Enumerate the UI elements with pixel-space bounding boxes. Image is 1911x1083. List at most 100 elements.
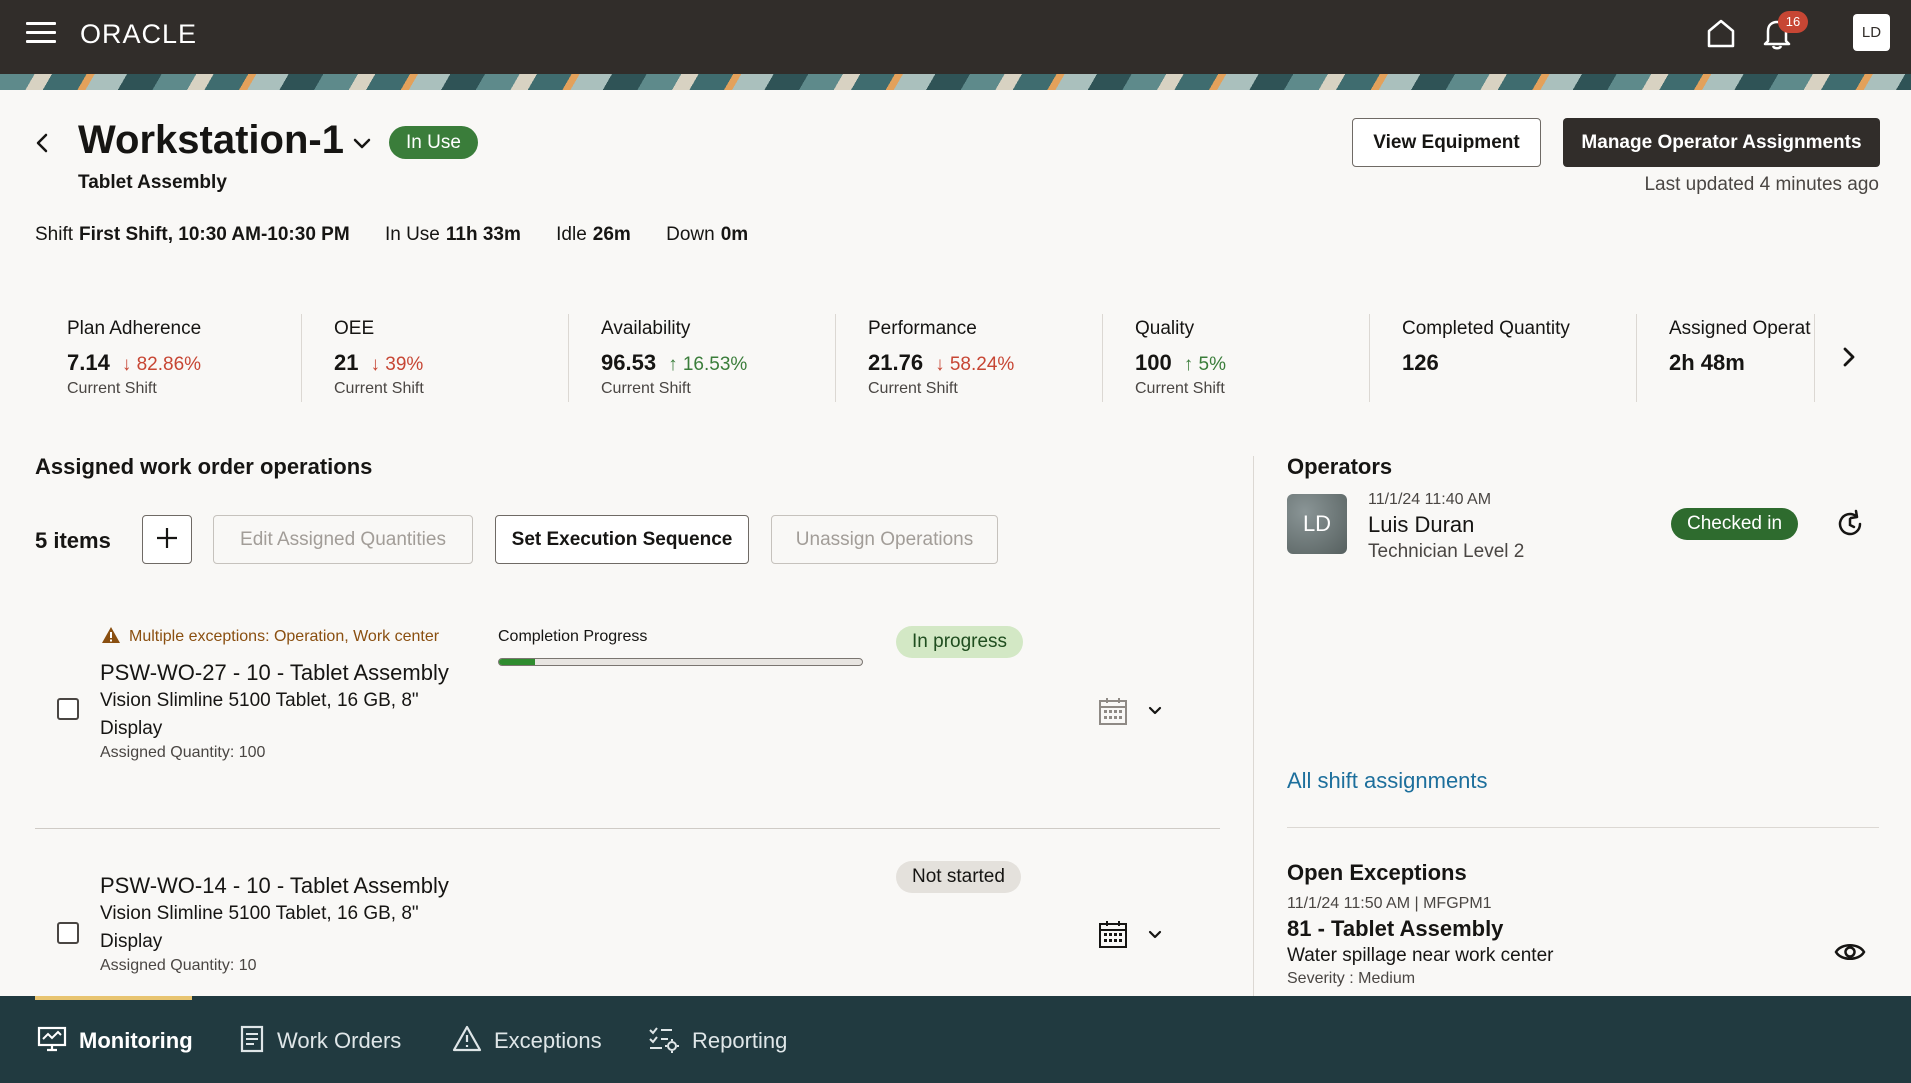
back-icon[interactable] — [28, 128, 56, 158]
checked-in-badge: Checked in — [1671, 508, 1799, 540]
exception-meta: 11/1/24 11:50 AM | MFGPM1 — [1287, 895, 1492, 912]
kpi-delta: ↓ 58.24% — [935, 354, 1015, 375]
exception-warning: Multiple exceptions: Operation, Work cen… — [101, 626, 439, 646]
oracle-logo[interactable]: ORACLE — [80, 19, 198, 49]
shift-value: First Shift, 10:30 AM-10:30 PM — [79, 224, 350, 245]
work-order-title[interactable]: PSW-WO-27 - 10 - Tablet Assembly — [100, 660, 449, 685]
kpi-period: Current Shift — [1135, 380, 1225, 397]
kpi-delta: ↓ 39% — [370, 354, 424, 375]
kpi-period: Current Shift — [334, 380, 424, 397]
status-badge: In Use — [389, 126, 478, 159]
status-badge: In progress — [896, 626, 1024, 658]
down-value: 0m — [720, 224, 749, 245]
kpi-performance[interactable]: Performance 21.76 ↓ 58.24% Current Shift — [836, 314, 1103, 402]
unassign-operations-button[interactable]: Unassign Operations — [771, 515, 998, 564]
page-title: Workstation-1 — [78, 118, 344, 162]
exception-description: Water spillage near work center — [1287, 945, 1554, 966]
report-settings-icon — [649, 1027, 679, 1053]
operator-role: Technician Level 2 — [1368, 541, 1525, 562]
eye-icon[interactable] — [1834, 938, 1866, 966]
progress-label: Completion Progress — [498, 628, 648, 645]
work-order-title[interactable]: PSW-WO-14 - 10 - Tablet Assembly — [100, 873, 449, 898]
all-shift-assignments-link[interactable]: All shift assignments — [1287, 768, 1488, 793]
kpi-label: Completed Quantity — [1402, 318, 1570, 339]
add-operation-button[interactable] — [142, 515, 192, 564]
select-checkbox[interactable] — [57, 922, 79, 944]
kpi-delta: ↑ 5% — [1183, 354, 1226, 375]
kpi-value: 21 ↓ 39% — [334, 350, 568, 376]
kpi-oee[interactable]: OEE 21 ↓ 39% Current Shift — [302, 314, 569, 402]
assigned-quantity: Assigned Quantity: 100 — [100, 744, 266, 761]
kpi-number: 21.76 — [868, 350, 924, 375]
kpi-value: 100 ↑ 5% — [1135, 350, 1369, 376]
tab-reporting[interactable]: Reporting — [648, 1024, 787, 1058]
panel-divider — [1253, 456, 1254, 996]
work-order-description: Vision Slimline 5100 Tablet, 16 GB, 8" D… — [100, 903, 419, 952]
history-icon[interactable] — [1834, 508, 1866, 540]
chevron-down-icon[interactable] — [1146, 926, 1164, 944]
kpi-assigned-operators[interactable]: Assigned Operat 2h 48m — [1637, 314, 1815, 402]
items-count: 5 items — [35, 528, 111, 553]
exception-severity: Severity : Medium — [1287, 970, 1416, 987]
kpi-label: Assigned Operat — [1669, 318, 1811, 339]
kpi-number: 7.14 — [67, 350, 110, 375]
tab-monitoring[interactable]: Monitoring — [37, 1024, 193, 1058]
status-badge: Not started — [896, 861, 1021, 893]
kpi-period: Current Shift — [868, 380, 958, 397]
kpi-availability[interactable]: Availability 96.53 ↑ 16.53% Current Shift — [569, 314, 836, 402]
kpi-label: Quality — [1135, 318, 1195, 339]
last-updated-text: Last updated 4 minutes ago — [1644, 174, 1879, 195]
kpi-delta: ↑ 16.53% — [668, 354, 748, 375]
chevron-right-icon[interactable] — [1836, 342, 1862, 372]
active-tab-indicator — [35, 996, 192, 1000]
section-divider — [1287, 827, 1879, 828]
tab-exceptions[interactable]: Exceptions — [452, 1024, 602, 1058]
kpi-number: 100 — [1135, 350, 1172, 375]
shift-label: Shift — [35, 224, 74, 245]
idle-label: Idle — [556, 224, 587, 245]
kpi-quality[interactable]: Quality 100 ↑ 5% Current Shift — [1103, 314, 1370, 402]
operator-avatar: LD — [1287, 494, 1347, 554]
bottom-navigation — [0, 996, 1911, 1083]
kpi-label: Plan Adherence — [67, 318, 202, 339]
calendar-icon[interactable] — [1098, 919, 1128, 949]
home-icon[interactable] — [1704, 16, 1738, 50]
open-exceptions-title: Open Exceptions — [1287, 860, 1467, 885]
edit-quantities-button[interactable]: Edit Assigned Quantities — [213, 515, 473, 564]
document-icon — [240, 1025, 264, 1053]
operators-title: Operators — [1287, 454, 1393, 479]
kpi-number: 96.53 — [601, 350, 657, 375]
tab-work-orders[interactable]: Work Orders — [239, 1024, 401, 1058]
kpi-plan-adherence[interactable]: Plan Adherence 7.14 ↓ 82.86% Current Shif… — [35, 314, 302, 402]
operations-section-title: Assigned work order operations — [35, 454, 373, 479]
chevron-down-icon[interactable] — [350, 132, 374, 156]
kpi-period: Current Shift — [601, 380, 691, 397]
idle-value: 26m — [592, 224, 631, 245]
kpi-strip: Plan Adherence 7.14 ↓ 82.86% Current Shif… — [35, 314, 1815, 402]
row-divider — [35, 828, 1220, 829]
calendar-icon[interactable] — [1098, 696, 1128, 726]
exception-name[interactable]: 81 - Tablet Assembly — [1287, 916, 1504, 941]
operator-name[interactable]: Luis Duran — [1368, 512, 1475, 537]
decorative-banner — [0, 74, 1911, 90]
progress-bar — [498, 658, 863, 666]
user-avatar[interactable]: LD — [1853, 14, 1890, 51]
kpi-value: 7.14 ↓ 82.86% — [67, 350, 301, 376]
kpi-number: 2h 48m — [1669, 350, 1745, 375]
menu-icon[interactable] — [26, 22, 56, 44]
kpi-label: Performance — [868, 318, 977, 339]
set-sequence-button[interactable]: Set Execution Sequence — [495, 515, 749, 564]
view-equipment-button[interactable]: View Equipment — [1352, 118, 1541, 167]
inuse-value: 11h 33m — [445, 224, 521, 245]
notification-badge: 16 — [1778, 11, 1808, 33]
manage-assignments-button[interactable]: Manage Operator Assignments — [1563, 118, 1880, 167]
kpi-value: 2h 48m — [1669, 350, 1814, 376]
kpi-number: 21 — [334, 350, 359, 375]
top-bar: ORACLE 16 LD — [0, 0, 1911, 74]
progress-fill — [499, 659, 536, 665]
down-label: Down — [666, 224, 715, 245]
kpi-delta: ↓ 82.86% — [121, 354, 202, 375]
select-checkbox[interactable] — [57, 698, 79, 720]
chevron-down-icon[interactable] — [1146, 702, 1164, 720]
kpi-completed-quantity[interactable]: Completed Quantity 126 — [1370, 314, 1637, 402]
